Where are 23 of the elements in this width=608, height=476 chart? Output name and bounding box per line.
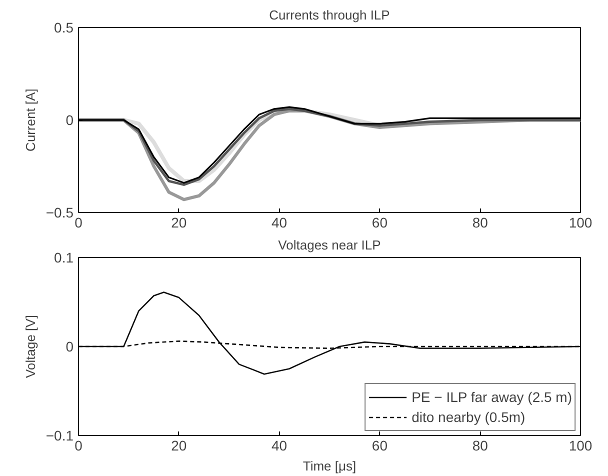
y-axis-title: Voltage [V]	[22, 315, 38, 378]
y-tick-label: −0.5	[46, 204, 74, 220]
x-tick-label: 20	[171, 438, 187, 454]
x-tick-label: 20	[171, 214, 187, 230]
y-tick-label: 0	[66, 112, 74, 128]
x-tick-label: 80	[472, 214, 488, 230]
x-tick-label: 60	[372, 214, 388, 230]
y-tick-label: 0	[66, 338, 74, 354]
chart-title: Currents through ILP	[269, 8, 390, 22]
x-tick-label: 40	[272, 438, 288, 454]
legend-label: dito nearby (0.5m)	[412, 409, 526, 425]
y-tick-label: −0.1	[46, 428, 74, 444]
y-tick-label: 0.5	[54, 20, 74, 36]
chart-title: Voltages near ILP	[278, 238, 381, 252]
y-tick-label: 0.1	[54, 250, 74, 266]
x-tick-label: 100	[568, 438, 592, 454]
x-tick-label: 60	[372, 438, 388, 454]
x-tick-label: 100	[568, 214, 592, 230]
x-tick-label: 80	[472, 438, 488, 454]
x-axis-title: Time [μs]	[302, 458, 356, 474]
legend-label: PE − ILP far away (2.5 m)	[412, 389, 572, 405]
y-axis-title: Current [A]	[22, 88, 38, 152]
x-tick-label: 40	[272, 214, 288, 230]
